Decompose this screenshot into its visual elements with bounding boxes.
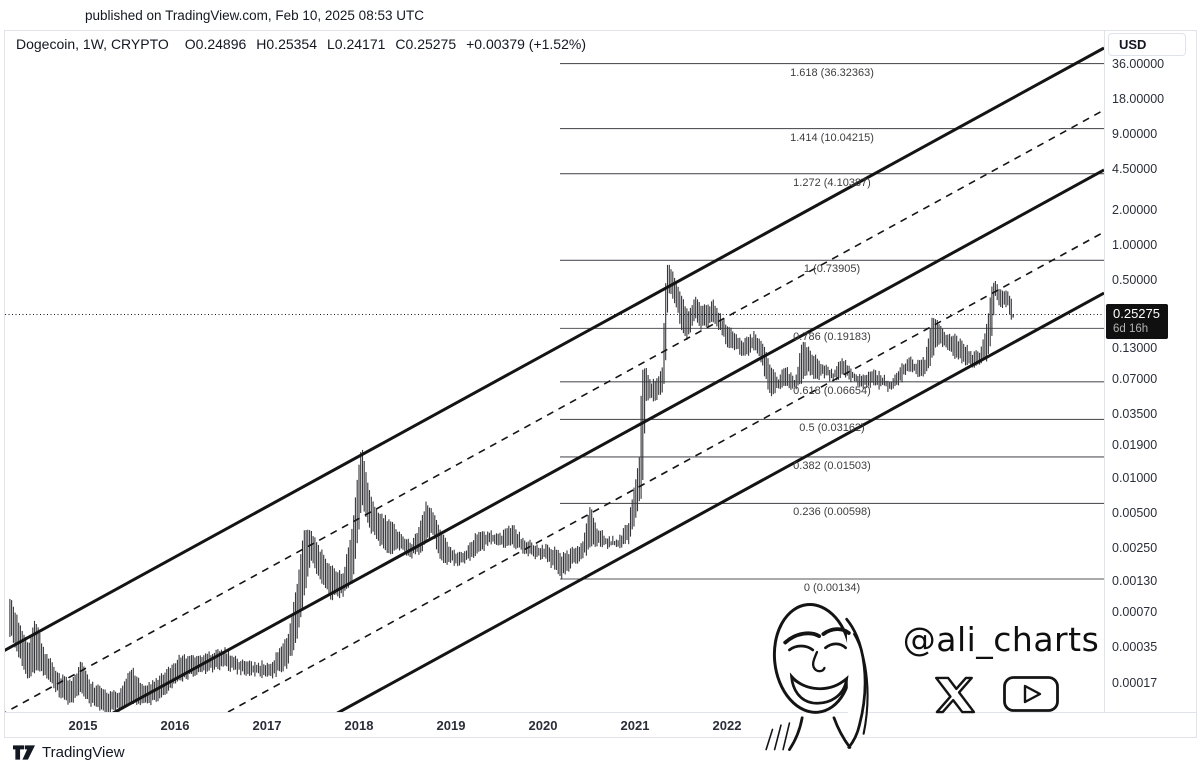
face-sketch-watermark [765,603,869,751]
last-price-badge: 0.25275 6d 16h [1106,303,1168,339]
price-axis-label: 0.00250 [1112,540,1158,555]
time-axis-label: 2017 [252,718,282,733]
price-axis-label: 0.01900 [1112,438,1158,453]
trend-channel-line-solid[interactable] [0,291,1104,774]
price-axis-label: 0.13000 [1112,341,1158,355]
author-handle: @ali_charts [902,620,1100,659]
time-axis-label: 2020 [528,718,558,733]
widget-border-top [4,30,1197,31]
fib-level-label: 1.414 (10.04215) [790,131,874,144]
bar-countdown: 6d 16h [1113,322,1149,335]
time-axis-label: 2019 [436,718,466,733]
trend-channel-line-dashed[interactable] [0,231,1104,774]
price-axis-label: 0.01000 [1112,470,1158,485]
fib-level-label: 0.236 (0.00598) [793,506,871,519]
time-axis-label: 2018 [344,718,374,733]
widget-border-left [4,30,5,737]
fib-level-label: 0.618 (0.06654) [793,384,871,397]
price-axis-label: 2.00000 [1112,203,1158,217]
tradingview-attribution[interactable]: TradingView [13,744,125,761]
price-axis-separator [1104,31,1105,712]
fib-level-label: 0.382 (0.01503) [793,459,871,472]
ohlc-close: C0.25275 [395,36,457,52]
chart-legend: Dogecoin, 1W, CRYPTO O0.24896 H0.25354 L… [16,36,586,52]
price-axis-label: 0.50000 [1112,272,1158,287]
time-axis-label: 2022 [712,718,742,733]
watermark-graphics [765,603,1059,751]
ohlc-high: H0.25354 [256,36,317,52]
symbol-title: Dogecoin, 1W, CRYPTO [16,36,169,52]
price-axis-label: 0.07000 [1112,372,1158,387]
price-change: +0.00379 (+1.52%) [466,36,586,52]
fib-level-label: 1 (0.73905) [803,263,861,276]
widget-border-bottom [4,737,1197,738]
trend-channel-line-dashed[interactable] [0,109,1104,715]
price-axis-label: 0.00017 [1112,676,1158,691]
fib-level-label: 1.272 (4.10387) [793,176,871,189]
price-axis-label: 0.00070 [1112,604,1158,619]
trend-channel-line-solid[interactable] [0,168,1104,774]
widget-border-right [1196,30,1197,737]
price-axis-label: 0.03500 [1112,407,1158,422]
price-axis-label: 36.00000 [1112,57,1165,72]
fib-level-label: 0.786 (0.19183) [793,331,871,344]
fib-level-label: 0 (0.00134) [803,582,861,594]
fib-level-label: 1.618 (36.32363) [790,66,874,79]
ohlc-low: L0.24171 [327,36,386,52]
time-axis-label: 2015 [68,718,98,733]
trend-channel-line-solid[interactable] [0,46,1104,653]
youtube-icon [1003,676,1059,712]
time-axis-separator [4,712,1196,713]
currency-button[interactable]: USD [1108,33,1186,56]
price-axis-label: 0.00130 [1112,573,1158,588]
price-axis-label: 0.00500 [1112,505,1158,520]
last-price-value: 0.25275 [1113,305,1160,321]
price-axis-label: 18.00000 [1112,92,1165,107]
trend-channel[interactable] [0,46,1104,774]
price-axis-label: 4.50000 [1112,162,1158,177]
tradingview-logo-icon [13,745,35,760]
time-axis-label: 2021 [620,718,650,733]
fib-level-label: 0.5 (0.03162) [799,422,865,435]
time-axis-label: 2016 [160,718,190,733]
publish-info: published on TradingView.com, Feb 10, 20… [85,8,424,23]
price-axis-label: 9.00000 [1112,127,1158,142]
tradingview-brand: TradingView [42,744,125,761]
ohlc-open: O0.24896 [184,36,247,52]
price-axis-label: 1.00000 [1112,238,1158,252]
x-logo-icon [934,676,976,714]
price-axis-label: 0.00035 [1112,639,1158,654]
